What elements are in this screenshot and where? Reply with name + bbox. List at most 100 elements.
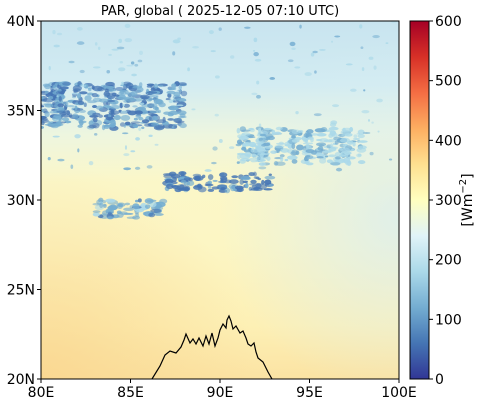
cloud-patch <box>274 131 282 135</box>
cloud-patch <box>123 153 130 157</box>
cloud-patch <box>310 133 319 136</box>
cloud-patch <box>303 138 308 143</box>
x-tick-label: 95E <box>296 385 323 401</box>
cloud-patch <box>134 110 143 115</box>
cloud-patch <box>341 147 351 154</box>
cloud-patch <box>44 90 49 94</box>
cloud-patch <box>377 130 380 133</box>
cloud-patch <box>302 142 314 145</box>
cloud-patch <box>332 104 340 108</box>
map-panel <box>41 21 399 379</box>
cloud-patch <box>102 210 109 216</box>
cloud-patch <box>258 123 262 127</box>
cloud-patch <box>291 47 296 50</box>
colorbar-tick-label: 400 <box>435 133 462 149</box>
cloud-patch <box>263 127 272 131</box>
cloud-patch <box>76 92 82 99</box>
cloud-patch <box>278 141 284 145</box>
cloud-patch <box>266 156 271 161</box>
colorbar-tick-label: 500 <box>435 74 462 90</box>
colorbar-ticks: 0 100 200 300 400 500 600 <box>429 14 462 388</box>
cloud-patch <box>326 159 333 164</box>
cloud-patch <box>216 184 228 191</box>
cloud-patch <box>140 102 145 105</box>
cloud-patch <box>106 216 114 220</box>
cloud-patch <box>372 35 380 39</box>
cloud-patch <box>331 132 338 138</box>
cloud-patch <box>74 105 78 111</box>
cloud-patch <box>41 96 45 100</box>
cloud-patch <box>131 85 143 89</box>
cloud-patch <box>207 188 215 192</box>
cloud-patch <box>217 180 226 183</box>
cloud-patch <box>126 216 137 219</box>
cloud-patch <box>248 172 255 177</box>
colorbar-tick-label: 600 <box>435 14 462 30</box>
cloud-patch <box>310 52 315 57</box>
cloud-patch <box>130 150 136 153</box>
cloud-patch <box>212 179 218 182</box>
cloud-patch <box>316 142 327 147</box>
cloud-patch <box>289 41 296 47</box>
cloud-patch <box>146 83 155 87</box>
cloud-patch <box>341 133 348 137</box>
cloud-patch <box>291 135 296 139</box>
cloud-patch <box>105 116 114 121</box>
cloud-patch <box>271 129 276 136</box>
cloud-patch <box>197 183 202 188</box>
cloud-patch <box>124 23 131 29</box>
cloud-patch <box>284 158 289 162</box>
cloud-patch <box>331 40 334 43</box>
x-tick-label: 100E <box>381 385 417 401</box>
cloud-patch <box>134 63 139 67</box>
cloud-patch <box>304 72 312 77</box>
cloud-patch <box>107 99 116 103</box>
cloud-patch <box>250 160 257 163</box>
cloud-patch <box>132 97 143 102</box>
cloud-patch <box>144 198 154 204</box>
cloud-patch <box>123 207 135 211</box>
cloud-patch <box>152 115 158 121</box>
x-axis: 80E 85E 90E 95E 100E <box>28 379 417 401</box>
cloud-patch <box>268 173 272 177</box>
cloud-patch <box>261 179 265 185</box>
cloud-patch <box>352 137 361 140</box>
cloud-patch <box>124 96 135 102</box>
cloud-patch <box>163 111 171 115</box>
cloud-patch <box>41 121 45 126</box>
cloud-patch <box>368 56 374 60</box>
cloud-patch <box>253 51 259 57</box>
cloud-patch <box>148 134 153 137</box>
cloud-patch <box>104 85 115 89</box>
cloud-patch <box>180 179 187 184</box>
cloud-patch <box>329 143 334 149</box>
cloud-patch <box>237 134 243 139</box>
cloud-patch <box>89 115 99 118</box>
cloud-patch <box>137 59 143 63</box>
cloud-patch <box>333 136 342 141</box>
cloud-patch <box>105 124 109 127</box>
cloud-patch <box>299 24 302 29</box>
cloud-patch <box>155 96 159 102</box>
cloud-patch <box>218 138 223 143</box>
colorbar-tick-label: 0 <box>435 372 444 388</box>
cloud-patch <box>158 84 164 87</box>
cloud-patch <box>172 51 176 56</box>
cloud-patch <box>124 202 131 206</box>
cloud-patch <box>218 27 222 31</box>
cloud-patch <box>84 95 92 102</box>
cloud-patch <box>270 150 277 154</box>
cloud-patch <box>64 120 72 124</box>
x-tick-label: 85E <box>117 385 144 401</box>
cloud-patch <box>173 123 178 126</box>
cloud-patch <box>320 148 325 152</box>
cloud-patch <box>156 119 167 124</box>
cloud-patch <box>376 98 383 103</box>
cloud-patch <box>210 50 216 53</box>
cloud-patch <box>130 61 135 65</box>
cloud-patch <box>110 109 115 115</box>
cloud-patch <box>329 122 337 128</box>
cloud-patch <box>119 89 127 92</box>
cloud-patch <box>139 50 143 56</box>
